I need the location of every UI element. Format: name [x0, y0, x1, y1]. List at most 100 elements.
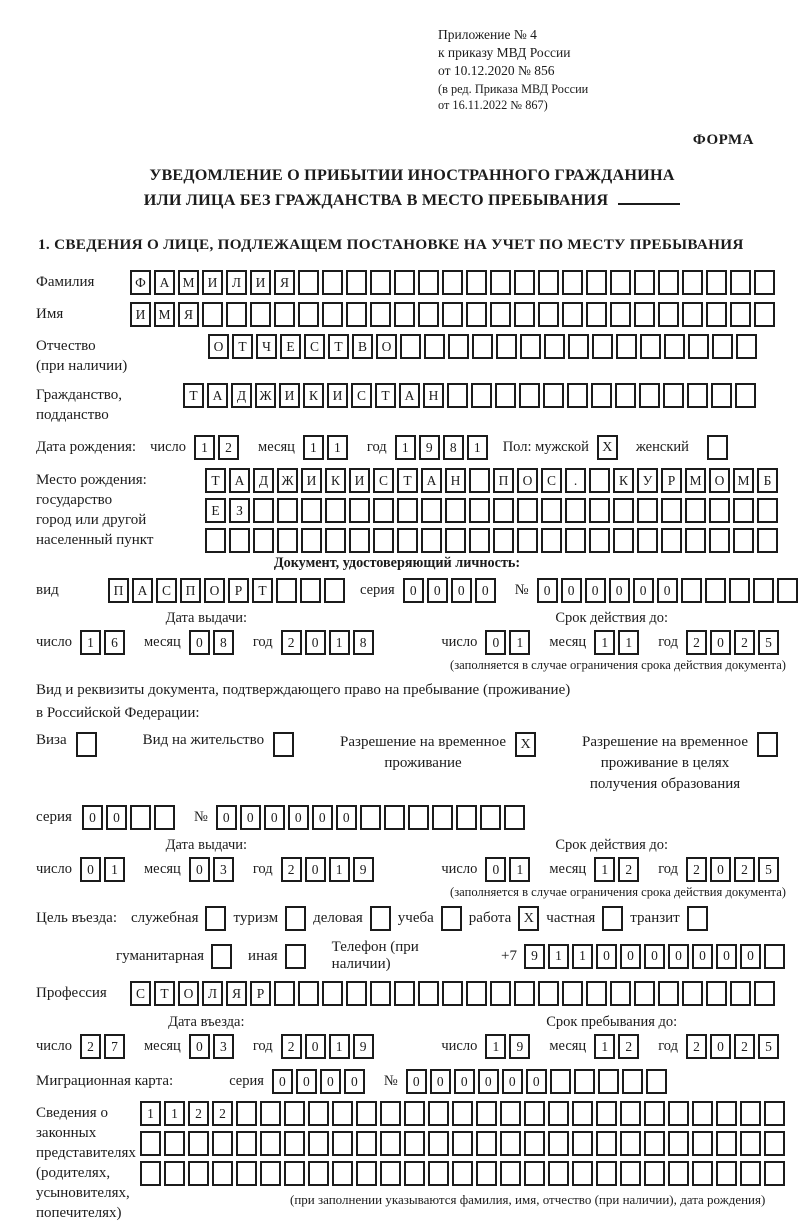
char-cell[interactable] — [764, 1131, 785, 1156]
char-cell[interactable]: Н — [445, 468, 466, 493]
char-cell[interactable] — [568, 334, 589, 359]
char-cell[interactable] — [711, 383, 732, 408]
char-cell[interactable] — [706, 270, 727, 295]
char-cell[interactable]: 0 — [335, 805, 357, 830]
char-cell[interactable]: С — [351, 383, 372, 408]
char-cell[interactable]: 0 — [188, 630, 210, 655]
char-cell[interactable]: 0 — [81, 805, 103, 830]
char-cell[interactable]: А — [229, 468, 250, 493]
char-cell[interactable]: О — [204, 578, 225, 603]
char-cell[interactable]: 1 — [572, 943, 593, 969]
char-cell[interactable] — [634, 981, 655, 1006]
char-cell[interactable] — [682, 270, 703, 295]
char-cell[interactable] — [380, 1131, 401, 1156]
char-cell[interactable] — [645, 1069, 667, 1094]
char-cell[interactable]: П — [108, 578, 129, 603]
char-cell[interactable] — [572, 1131, 593, 1156]
char-cell[interactable] — [757, 498, 778, 523]
char-cell[interactable] — [736, 334, 757, 359]
char-cell[interactable] — [212, 1161, 233, 1186]
char-cell[interactable] — [644, 1101, 665, 1126]
char-cell[interactable] — [370, 302, 391, 327]
char-cell[interactable] — [668, 1131, 689, 1156]
char-cell[interactable] — [548, 1161, 569, 1186]
char-cell[interactable]: 0 — [105, 805, 127, 830]
char-cell[interactable] — [709, 498, 730, 523]
char-cell[interactable] — [476, 1131, 497, 1156]
char-cell[interactable]: Р — [250, 981, 271, 1006]
char-cell[interactable]: 1 — [466, 435, 488, 460]
purpose-other-checkbox[interactable] — [284, 943, 306, 969]
char-cell[interactable]: 1 — [594, 857, 616, 882]
char-cell[interactable] — [503, 805, 525, 830]
char-cell[interactable] — [685, 498, 706, 523]
char-cell[interactable] — [685, 528, 706, 553]
char-cell[interactable]: Е — [205, 498, 226, 523]
char-cell[interactable]: 0 — [450, 578, 472, 603]
char-cell[interactable] — [404, 1131, 425, 1156]
char-cell[interactable] — [469, 528, 490, 553]
char-cell[interactable]: 8 — [212, 630, 234, 655]
char-cell[interactable]: 9 — [524, 943, 545, 969]
char-cell[interactable]: Р — [661, 468, 682, 493]
char-cell[interactable] — [586, 302, 607, 327]
char-cell[interactable] — [322, 270, 343, 295]
char-cell[interactable]: О — [517, 468, 538, 493]
char-cell[interactable]: С — [130, 981, 151, 1006]
char-cell[interactable] — [567, 383, 588, 408]
char-cell[interactable]: 0 — [429, 1069, 451, 1094]
char-cell[interactable] — [322, 981, 343, 1006]
char-cell[interactable]: О — [709, 468, 730, 493]
char-cell[interactable]: 0 — [656, 578, 678, 603]
char-cell[interactable] — [284, 1101, 305, 1126]
char-cell[interactable] — [493, 498, 514, 523]
char-cell[interactable] — [740, 1131, 761, 1156]
char-cell[interactable] — [397, 498, 418, 523]
char-cell[interactable]: 0 — [215, 805, 237, 830]
char-cell[interactable] — [428, 1101, 449, 1126]
char-cell[interactable] — [349, 498, 370, 523]
char-cell[interactable]: А — [421, 468, 442, 493]
char-cell[interactable] — [260, 1161, 281, 1186]
char-cell[interactable]: 0 — [453, 1069, 475, 1094]
char-cell[interactable]: И — [250, 270, 271, 295]
char-cell[interactable] — [349, 528, 370, 553]
temp-residence-checkbox[interactable]: X — [515, 732, 537, 757]
char-cell[interactable]: Т — [205, 468, 226, 493]
char-cell[interactable] — [476, 1161, 497, 1186]
char-cell[interactable]: 0 — [501, 1069, 523, 1094]
char-cell[interactable] — [776, 578, 798, 603]
char-cell[interactable]: К — [613, 468, 634, 493]
char-cell[interactable]: 2 — [79, 1034, 101, 1059]
char-cell[interactable]: 3 — [212, 1034, 234, 1059]
char-cell[interactable]: 0 — [536, 578, 558, 603]
char-cell[interactable] — [709, 528, 730, 553]
char-cell[interactable] — [514, 302, 535, 327]
char-cell[interactable]: Я — [178, 302, 199, 327]
char-cell[interactable] — [735, 383, 756, 408]
char-cell[interactable]: 2 — [280, 857, 302, 882]
char-cell[interactable] — [356, 1161, 377, 1186]
char-cell[interactable] — [548, 1101, 569, 1126]
char-cell[interactable] — [466, 270, 487, 295]
char-cell[interactable] — [394, 302, 415, 327]
char-cell[interactable]: А — [132, 578, 153, 603]
char-cell[interactable] — [164, 1161, 185, 1186]
char-cell[interactable] — [663, 383, 684, 408]
char-cell[interactable] — [308, 1161, 329, 1186]
char-cell[interactable]: 0 — [188, 1034, 210, 1059]
char-cell[interactable]: 2 — [734, 1034, 755, 1059]
char-cell[interactable] — [733, 498, 754, 523]
char-cell[interactable] — [639, 383, 660, 408]
char-cell[interactable]: Т — [375, 383, 396, 408]
char-cell[interactable] — [205, 528, 226, 553]
char-cell[interactable] — [573, 1069, 595, 1094]
char-cell[interactable] — [589, 498, 610, 523]
char-cell[interactable] — [764, 943, 785, 969]
char-cell[interactable] — [236, 1101, 257, 1126]
char-cell[interactable]: 0 — [560, 578, 582, 603]
char-cell[interactable]: С — [541, 468, 562, 493]
char-cell[interactable] — [479, 805, 501, 830]
char-cell[interactable]: 0 — [485, 857, 507, 882]
char-cell[interactable]: И — [279, 383, 300, 408]
